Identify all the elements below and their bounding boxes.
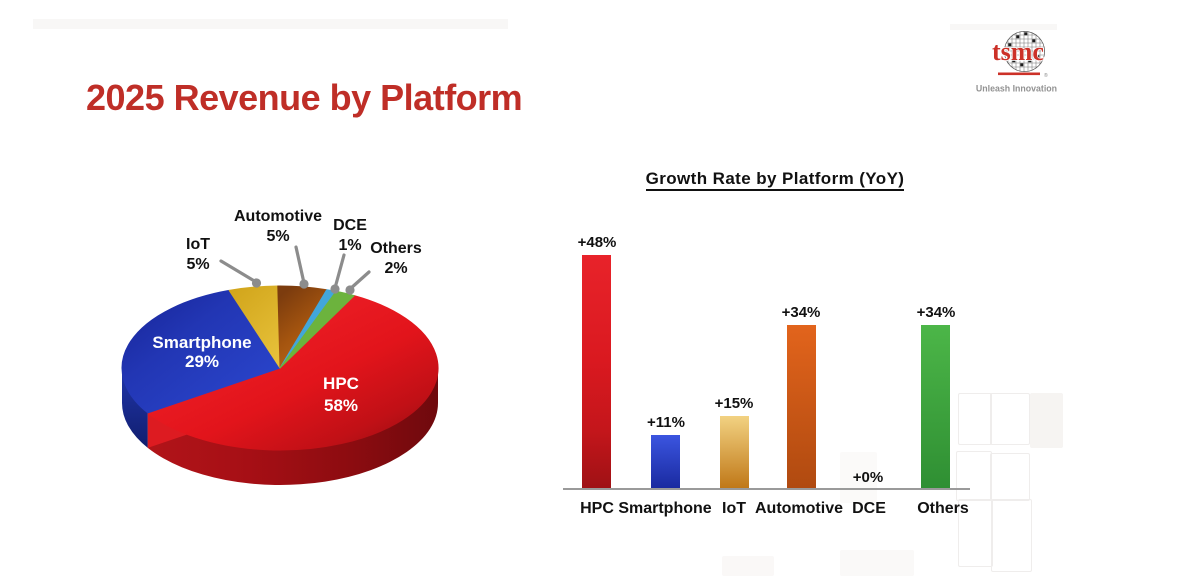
svg-text:®: ® (1044, 72, 1048, 79)
svg-text:Unleash Innovation: Unleash Innovation (976, 84, 1057, 94)
svg-text:5%: 5% (266, 228, 289, 245)
svg-text:5%: 5% (186, 256, 209, 273)
svg-text:HPC: HPC (323, 374, 359, 393)
svg-text:tsmc: tsmc (992, 37, 1044, 66)
svg-text:2%: 2% (384, 260, 407, 277)
svg-text:1%: 1% (338, 237, 361, 254)
svg-text:Smartphone: Smartphone (152, 333, 251, 352)
svg-text:29%: 29% (185, 352, 219, 371)
svg-text:DCE: DCE (333, 217, 367, 234)
svg-text:58%: 58% (324, 396, 358, 415)
svg-text:IoT: IoT (186, 236, 210, 253)
svg-text:Others: Others (370, 240, 422, 257)
svg-text:Automotive: Automotive (234, 208, 322, 225)
